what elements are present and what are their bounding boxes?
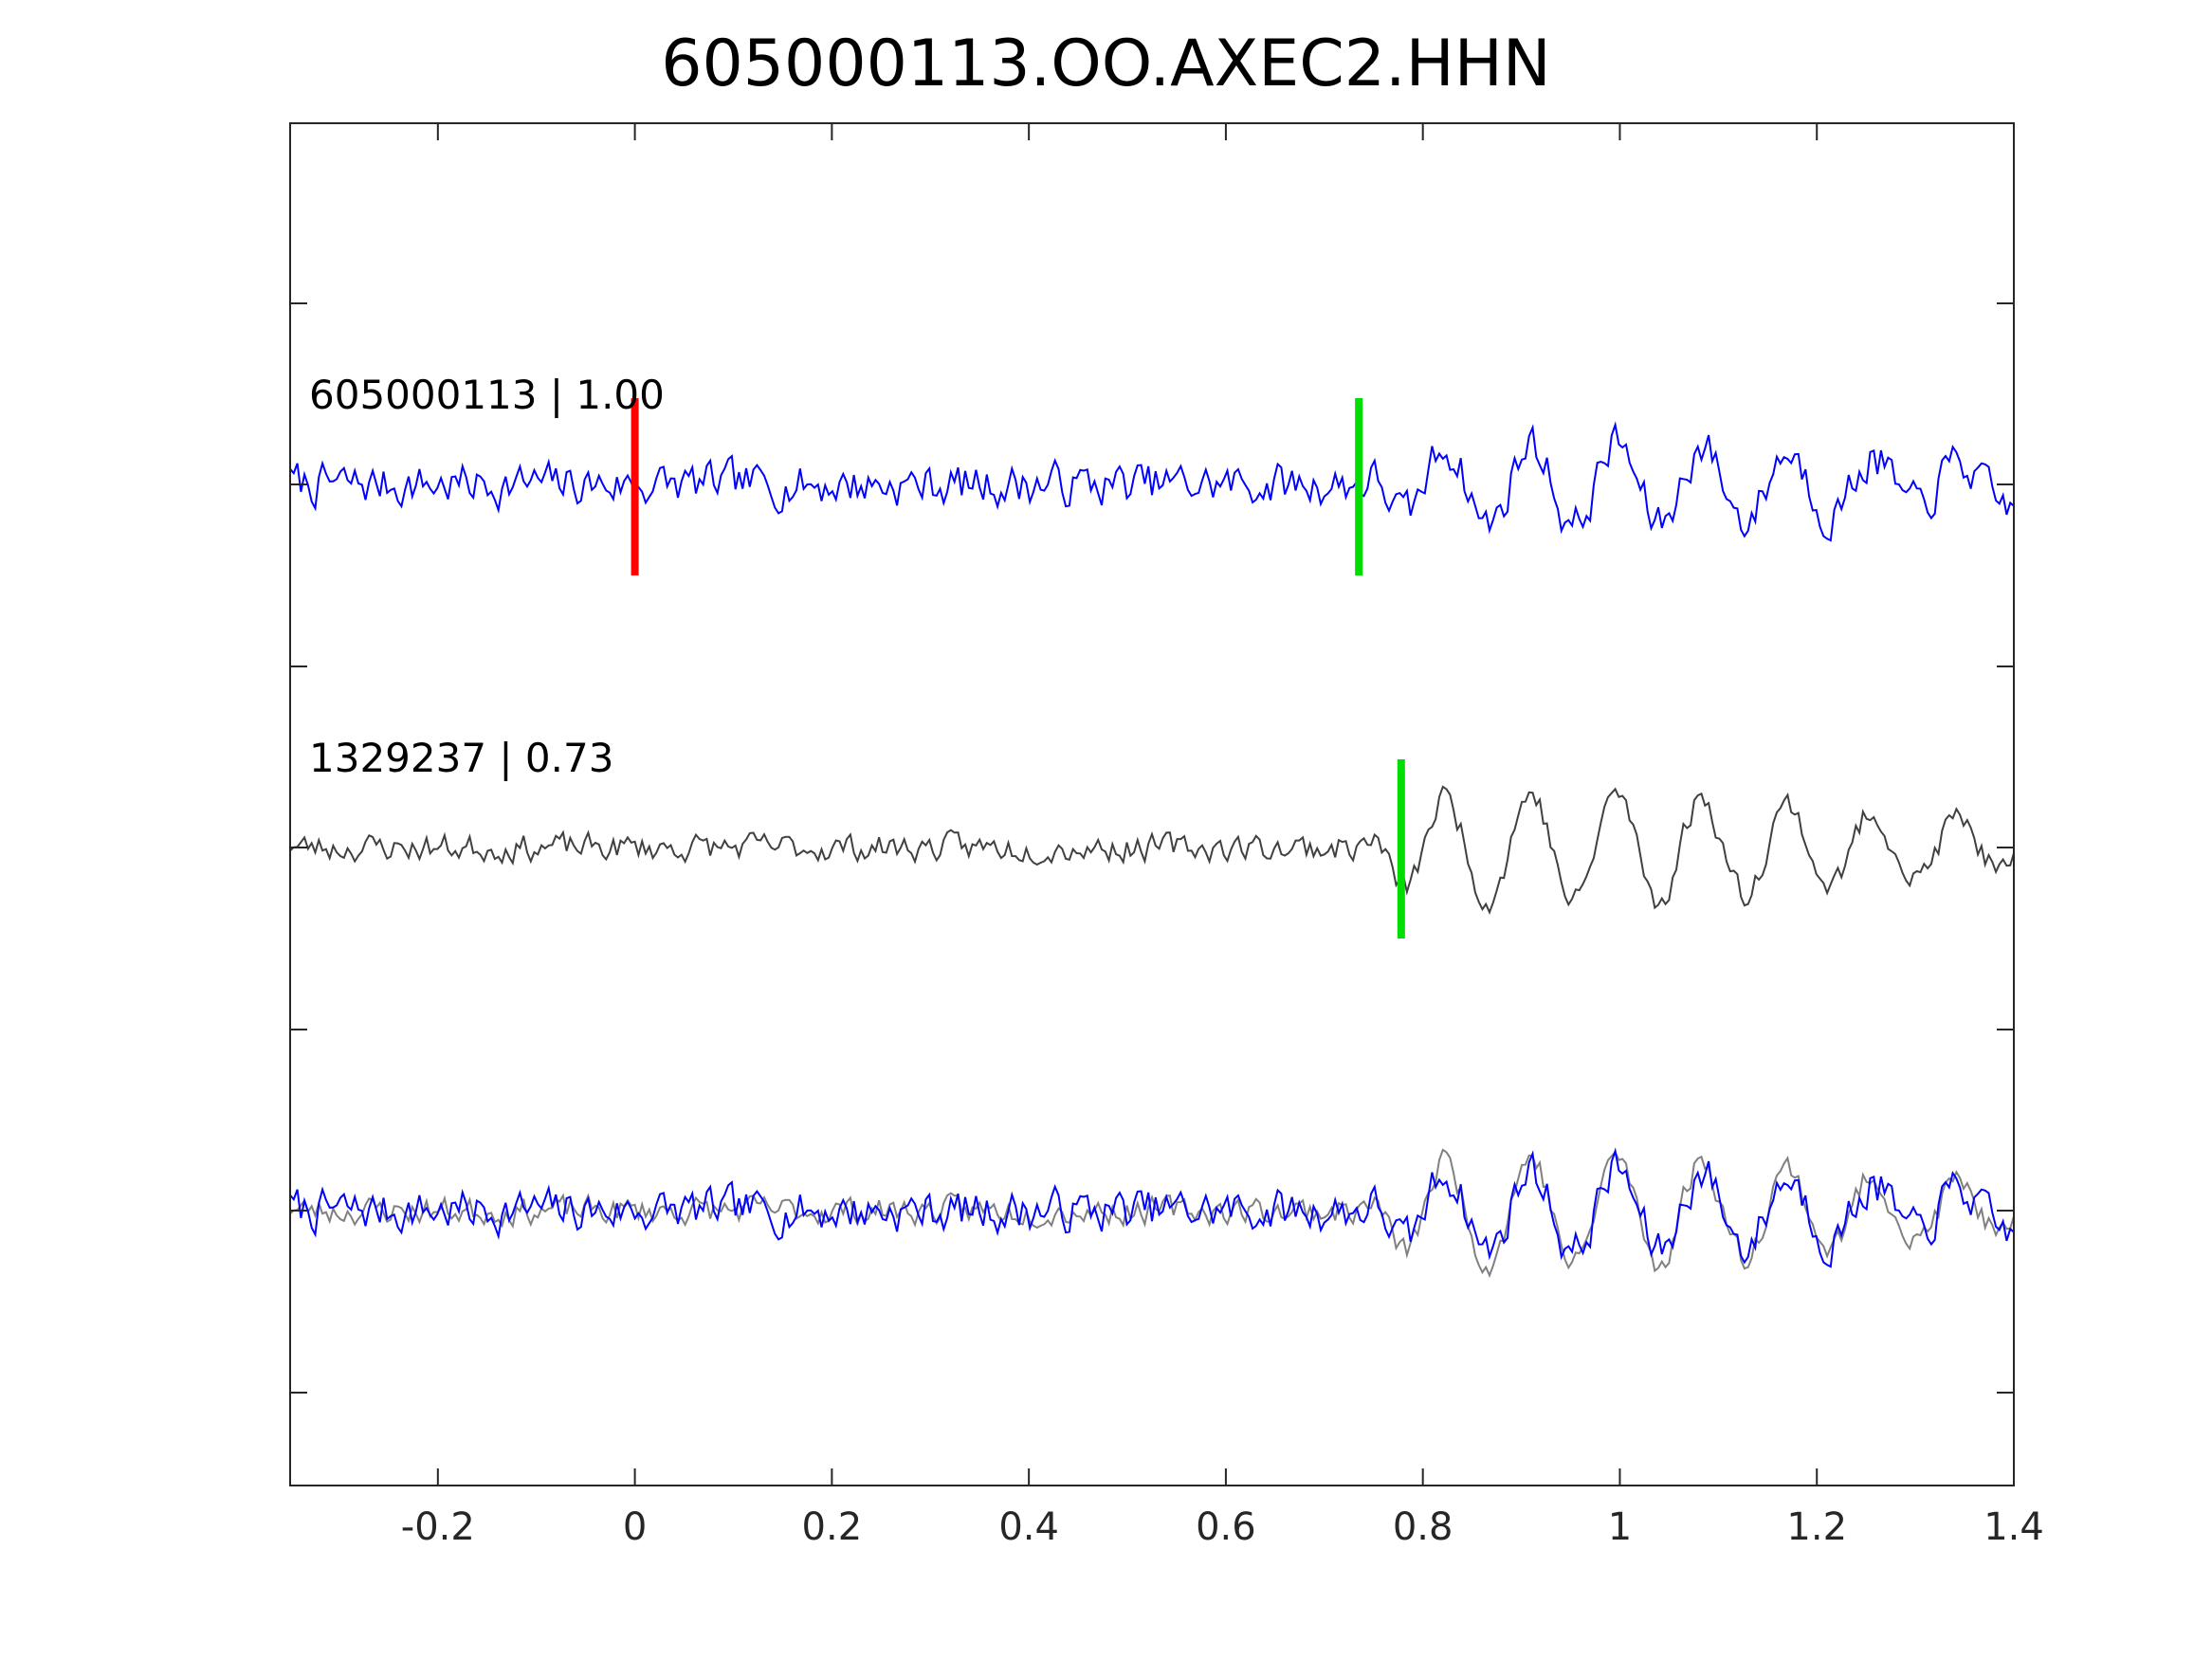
trace-1329237-line bbox=[289, 785, 2015, 915]
x-tick-label: 0.8 bbox=[1393, 1505, 1453, 1549]
overlay-1329237-line bbox=[289, 1148, 2015, 1278]
trace-label-1: 1329237 | 0.73 bbox=[309, 735, 613, 781]
trace-label-0: 605000113 | 1.00 bbox=[309, 372, 665, 418]
overlay-605000113-line bbox=[289, 1147, 2015, 1268]
x-tick-label: 0.4 bbox=[998, 1505, 1059, 1549]
pick-markers-layer bbox=[631, 398, 1405, 939]
chart-title: 605000113.OO.AXEC2.HHN bbox=[661, 27, 1551, 101]
x-tick-label: 1.4 bbox=[1983, 1505, 2044, 1549]
x-tick-label: -0.2 bbox=[401, 1505, 475, 1549]
x-tick-label: 0.6 bbox=[1196, 1505, 1256, 1549]
x-tick-label: 1 bbox=[1608, 1505, 1632, 1549]
x-tick-label: 0.2 bbox=[802, 1505, 863, 1549]
x-tick-label: 1.2 bbox=[1786, 1505, 1847, 1549]
axes-frame bbox=[289, 122, 2015, 1486]
traces-layer bbox=[289, 421, 2015, 1278]
trace-labels-layer: 605000113 | 1.00 1329237 | 0.73 bbox=[309, 372, 665, 781]
trace-605000113-line bbox=[289, 421, 2015, 542]
axes-layer: -0.2 0 0.2 0.4 0.6 0.8 1 1.2 1.4 bbox=[289, 122, 2044, 1549]
x-tick-label: 0 bbox=[623, 1505, 647, 1549]
